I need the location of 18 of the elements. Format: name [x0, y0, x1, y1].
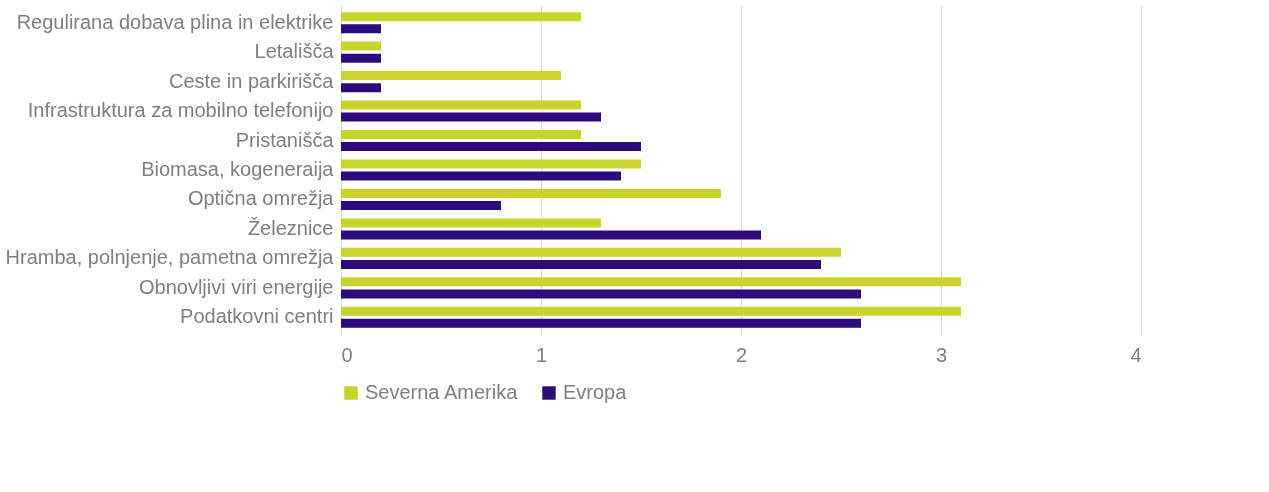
x-tick-label: 0 — [341, 343, 353, 366]
y-tick-label: Železnice — [247, 216, 334, 239]
x-tick-label: 3 — [935, 343, 948, 366]
x-tick-label: 1 — [535, 343, 548, 366]
y-tick-label: Infrastruktura za mobilno telefonijo — [27, 99, 334, 122]
legend-label: Severna Amerika — [365, 381, 519, 403]
y-tick-label: Optična omrežja — [187, 187, 335, 210]
x-tick-label: 2 — [735, 343, 748, 366]
x-tick-label: 4 — [1130, 343, 1142, 366]
legend-label: Evropa — [563, 381, 628, 403]
y-tick-label: Letališča — [254, 40, 335, 63]
y-tick-label: Biomasa, kogeneraija — [141, 158, 335, 180]
y-tick-label: Hramba, polnjenje, pametna omrežja — [5, 246, 335, 269]
y-tick-label: Obnovljivi viri energije — [138, 275, 334, 298]
y-tick-label: Regulirana dobava plina in elektrike — [16, 10, 334, 33]
y-tick-label: Ceste in parkirišča — [168, 69, 335, 92]
y-tick-label: Podatkovni centri — [180, 305, 334, 328]
y-tick-label: Pristanišča — [235, 128, 335, 151]
